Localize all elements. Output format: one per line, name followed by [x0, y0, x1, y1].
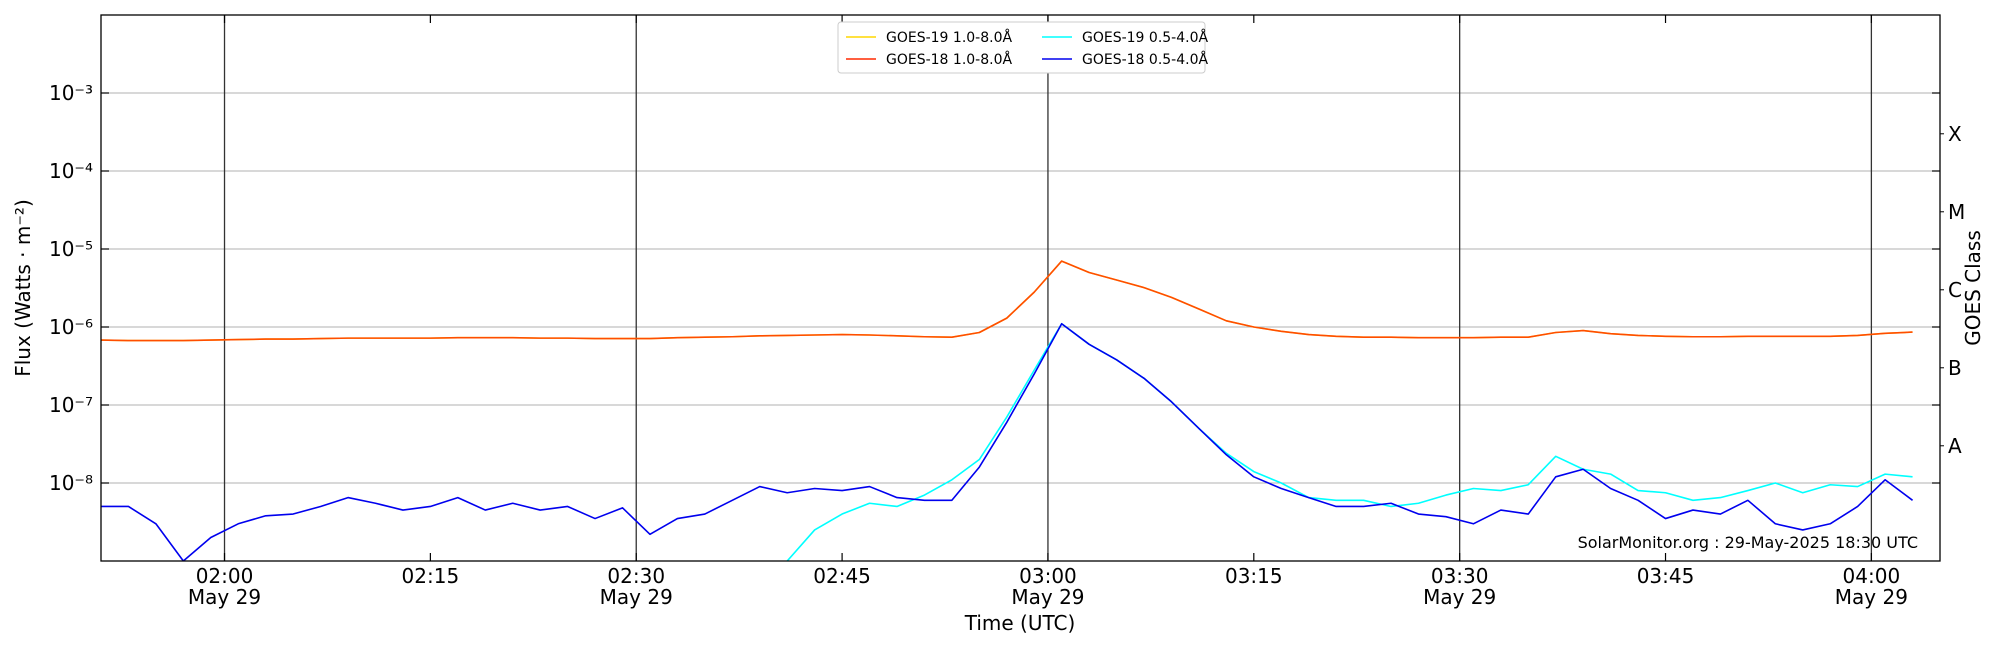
legend-label: GOES-19 1.0-8.0Å — [886, 29, 1012, 46]
x-tick-label: 04:00 — [1843, 564, 1901, 588]
x-tick-label: 03:45 — [1637, 564, 1695, 588]
y-tick-label: 10⁻⁶ — [49, 315, 93, 339]
x-tick-label: 03:00 — [1019, 564, 1077, 588]
x-tick-label: 02:15 — [402, 564, 460, 588]
y2-axis-label: GOES Class — [1961, 230, 1985, 346]
series-line — [101, 260, 1913, 342]
series-line — [101, 322, 1914, 561]
x-axis-label: Time (UTC) — [964, 611, 1076, 635]
legend-label: GOES-19 0.5-4.0Å — [1082, 29, 1208, 46]
legend-label: GOES-18 1.0-8.0Å — [886, 51, 1012, 68]
y2-tick-label: M — [1948, 200, 1965, 224]
x-tick-label: 03:30 — [1431, 564, 1489, 588]
series-line — [101, 260, 1913, 342]
x-tick-label: 02:30 — [607, 564, 665, 588]
series-line — [786, 322, 1913, 561]
plot-frame — [100, 14, 1941, 562]
x-tick-label: May 29 — [1835, 585, 1908, 609]
plot-lines — [101, 260, 1914, 561]
y2-tick-label: B — [1948, 356, 1962, 380]
y-tick-label: 10⁻⁵ — [49, 237, 93, 261]
y-tick-label: 10⁻³ — [49, 81, 93, 105]
y2-tick-label: A — [1948, 434, 1962, 458]
y-axis-label: Flux (Watts · m⁻²) — [11, 199, 35, 377]
y2-tick-label: X — [1948, 122, 1962, 146]
x-tick-label: 02:45 — [813, 564, 871, 588]
legend-label: GOES-18 0.5-4.0Å — [1082, 51, 1208, 68]
x-tick-label: May 29 — [188, 585, 261, 609]
legend-box — [837, 21, 1206, 74]
y-tick-label: 10⁻⁸ — [49, 471, 93, 495]
x-tick-label: May 29 — [1011, 585, 1084, 609]
x-tick-label: 03:15 — [1225, 564, 1283, 588]
x-tick-label: 02:00 — [196, 564, 254, 588]
annotation: SolarMonitor.org : 29-May-2025 18:30 UTC — [1578, 533, 1918, 552]
y-tick-label: 10⁻⁴ — [49, 159, 93, 183]
x-tick-label: May 29 — [1423, 585, 1496, 609]
y2-tick-label: C — [1948, 278, 1962, 302]
y-tick-label: 10⁻⁷ — [49, 393, 93, 417]
x-tick-label: May 29 — [600, 585, 673, 609]
